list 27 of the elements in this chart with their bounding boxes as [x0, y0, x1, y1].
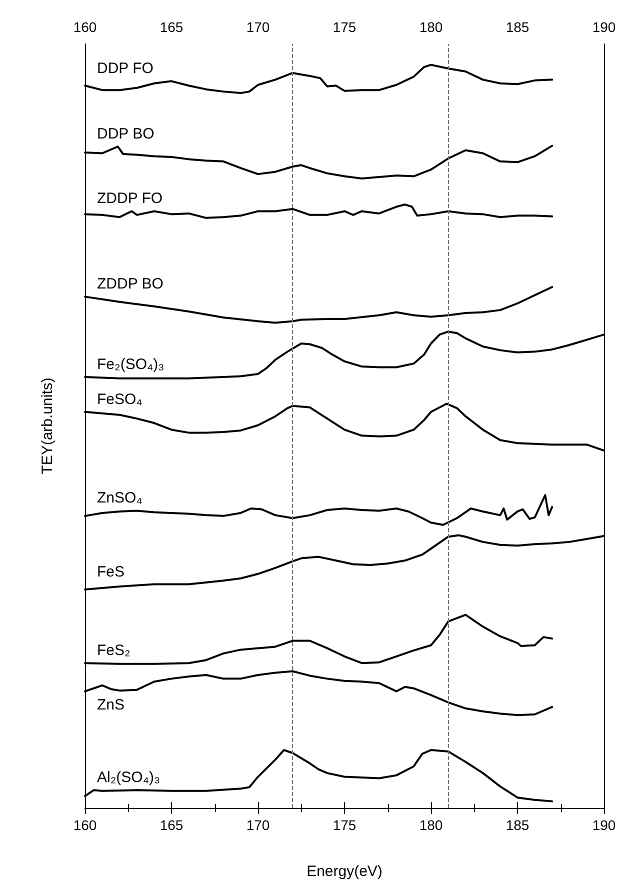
series-label: FeS: [97, 563, 125, 580]
x2-tick-label: 165: [160, 817, 184, 833]
x-tick-label: 190: [592, 19, 616, 35]
x-tick-label: 170: [246, 19, 270, 35]
x-tick-label: 160: [73, 19, 97, 35]
series-label: ZnS: [97, 696, 125, 714]
x2-tick-label: 170: [246, 817, 270, 833]
x-tick-label: 185: [506, 19, 530, 35]
series-label: FeS₂: [97, 642, 131, 660]
series-label: Fe₂(SO₄)₃: [97, 356, 164, 373]
x2-tick-label: 160: [73, 817, 97, 833]
x2-tick-label: 190: [592, 817, 616, 833]
x-axis-title: Energy(eV): [306, 863, 382, 880]
series-label: ZDDP FO: [97, 190, 163, 208]
x-tick-label: 175: [332, 19, 356, 35]
series-label: DDP BO: [97, 126, 154, 143]
series-label: ZDDP BO: [97, 276, 164, 293]
x-tick-label: 165: [160, 19, 184, 35]
series-label: FeSO₄: [97, 390, 142, 408]
x2-tick-label: 185: [506, 817, 530, 833]
x-tick-label: 180: [419, 19, 443, 35]
y-axis-title: TEY(arb.units): [39, 378, 56, 474]
series-label: ZnSO₄: [97, 490, 142, 507]
x2-tick-label: 180: [419, 817, 443, 833]
series-label: DDP FO: [97, 60, 154, 78]
series-label: Al₂(SO₄)₃: [97, 769, 160, 786]
x2-tick-label: 175: [332, 817, 356, 833]
